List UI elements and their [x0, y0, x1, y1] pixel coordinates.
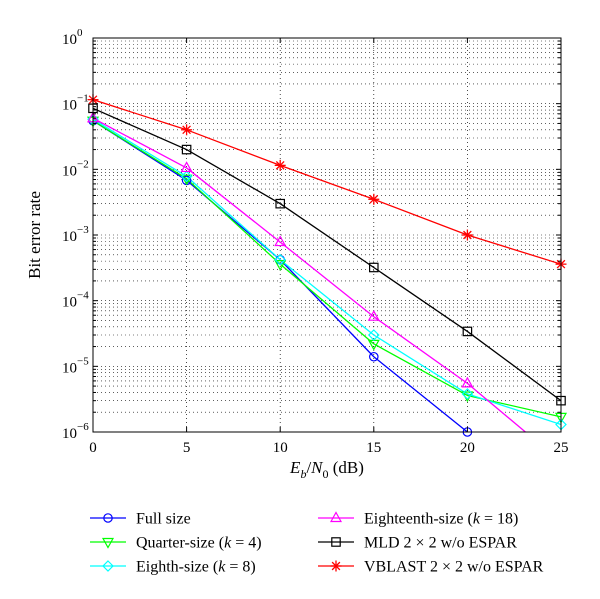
series-5-point	[369, 262, 379, 273]
x-tick-labels: 0 5 10 15 20 25	[89, 440, 568, 456]
legend-item: Eighth-size (k = 8)	[90, 559, 256, 576]
legend-label: Eighth-size (k = 8)	[136, 559, 256, 576]
x-axis-label: Eb/N0 (dB)	[289, 458, 364, 481]
series-line-3	[93, 118, 561, 426]
series-6-point	[274, 159, 286, 171]
series-line-5	[93, 107, 561, 402]
y-tick-label: 10−2	[62, 158, 89, 179]
x-tick-label: 15	[366, 440, 381, 456]
x-tick-label: 20	[460, 440, 475, 456]
series-6-point	[368, 193, 380, 205]
series-6-point	[181, 124, 193, 136]
series-3-point	[180, 170, 193, 183]
y-tick-labels: 100 10−1 10−2 10−3 10−4 10−5 10−6	[62, 27, 89, 442]
ticks	[92, 38, 562, 433]
x-tick-label: 10	[273, 440, 288, 456]
series-5-point	[462, 326, 473, 337]
series-line-4	[93, 117, 526, 432]
legend-marker	[103, 513, 113, 523]
legend-marker	[331, 537, 341, 547]
legend-marker	[102, 560, 114, 572]
series-2-point	[274, 260, 287, 271]
series-3-point	[461, 388, 474, 400]
legend-item: Quarter-size (k = 4)	[90, 535, 262, 552]
y-tick-label: 10−4	[62, 290, 89, 311]
x-tick-label: 25	[554, 440, 569, 456]
series-4-point	[274, 235, 287, 247]
legend-marker	[330, 560, 342, 572]
legend-marker	[101, 537, 115, 549]
series-5-point	[181, 144, 192, 155]
legend-label: Quarter-size (k = 4)	[136, 535, 262, 552]
y-axis-label: Bit error rate	[25, 191, 44, 279]
y-tick-label: 10−5	[62, 355, 89, 376]
series-1-point	[368, 351, 379, 362]
y-tick-label: 100	[62, 27, 83, 48]
legend-item: Eighteenth-size (k = 18)	[318, 511, 518, 528]
legend-label: VBLAST 2 × 2 w/o ESPAR	[364, 559, 544, 576]
legend-item: Full size	[90, 511, 191, 528]
legend-label: MLD 2 × 2 w/o ESPAR	[364, 535, 517, 552]
series-5-point	[275, 198, 285, 209]
legend-item: VBLAST 2 × 2 w/o ESPAR	[318, 559, 544, 576]
series-6-point	[461, 229, 473, 241]
series-line-1	[93, 120, 469, 432]
legend: Full size Quarter-size (k = 4) Eighth-size…	[90, 511, 544, 576]
y-tick-label: 10−6	[62, 421, 89, 442]
series-4-point	[180, 161, 193, 173]
y-tick-label: 10−3	[62, 224, 89, 245]
series-4-point	[461, 376, 474, 388]
legend-label: Full size	[136, 511, 191, 528]
legend-item: MLD 2 × 2 w/o ESPAR	[318, 535, 517, 552]
x-tick-label: 5	[183, 440, 191, 456]
series-line-6	[93, 99, 561, 265]
series-3-point	[367, 329, 380, 341]
series-4-point	[367, 309, 380, 321]
series-group	[93, 99, 561, 432]
series-3-point	[274, 253, 287, 266]
x-tick-label: 0	[89, 440, 97, 456]
legend-marker	[329, 511, 343, 523]
y-tick-label: 10−1	[62, 93, 89, 114]
legend-label: Eighteenth-size (k = 18)	[364, 511, 518, 528]
